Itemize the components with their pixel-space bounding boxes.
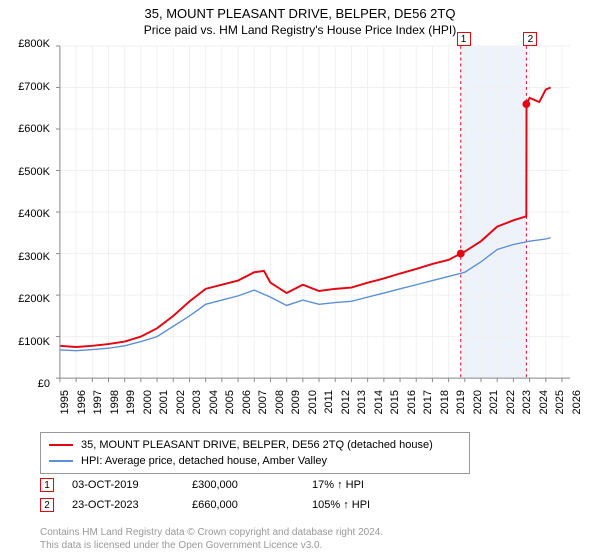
legend-swatch-a xyxy=(49,444,73,446)
y-tick-label: £700K xyxy=(0,81,50,93)
x-tick-label: 1996 xyxy=(76,390,88,430)
chart-legend: 35, MOUNT PLEASANT DRIVE, BELPER, DE56 2… xyxy=(40,432,470,474)
transaction-price: £660,000 xyxy=(192,499,312,511)
y-tick-label: £800K xyxy=(0,38,50,50)
line-chart xyxy=(55,44,575,384)
transaction-date: 23-OCT-2023 xyxy=(72,499,192,511)
transaction-price: £300,000 xyxy=(192,479,312,491)
x-tick-label: 2012 xyxy=(340,390,352,430)
x-tick-label: 2018 xyxy=(439,390,451,430)
chart-subtitle: Price paid vs. HM Land Registry's House … xyxy=(0,21,600,37)
y-tick-label: £300K xyxy=(0,251,50,263)
chart-area: £0£100K£200K£300K£400K£500K£600K£700K£80… xyxy=(55,44,575,384)
transaction-date: 03-OCT-2019 xyxy=(72,479,192,491)
y-tick-label: £200K xyxy=(0,293,50,305)
sale-marker-box: 2 xyxy=(523,32,537,46)
x-tick-label: 2008 xyxy=(274,390,286,430)
x-tick-label: 2002 xyxy=(175,390,187,430)
x-tick-label: 1997 xyxy=(92,390,104,430)
transaction-delta: 17% ↑ HPI xyxy=(312,479,432,491)
footer-line1: Contains HM Land Registry data © Crown c… xyxy=(40,526,383,539)
x-tick-label: 2001 xyxy=(158,390,170,430)
x-tick-label: 2025 xyxy=(554,390,566,430)
footer-attribution: Contains HM Land Registry data © Crown c… xyxy=(40,526,383,552)
x-tick-label: 2023 xyxy=(521,390,533,430)
x-tick-label: 2000 xyxy=(142,390,154,430)
transaction-delta: 105% ↑ HPI xyxy=(312,499,432,511)
y-tick-label: £400K xyxy=(0,208,50,220)
x-tick-label: 2019 xyxy=(455,390,467,430)
x-tick-label: 2009 xyxy=(290,390,302,430)
x-tick-label: 2026 xyxy=(571,390,583,430)
y-tick-label: £0 xyxy=(0,378,50,390)
legend-row-b: HPI: Average price, detached house, Ambe… xyxy=(49,453,461,469)
x-tick-label: 2022 xyxy=(505,390,517,430)
x-tick-label: 2020 xyxy=(472,390,484,430)
transaction-marker-box: 2 xyxy=(40,498,54,512)
x-tick-label: 2015 xyxy=(389,390,401,430)
chart-container: 35, MOUNT PLEASANT DRIVE, BELPER, DE56 2… xyxy=(0,0,600,560)
x-tick-label: 2007 xyxy=(257,390,269,430)
legend-swatch-b xyxy=(49,460,73,462)
x-tick-label: 1999 xyxy=(125,390,137,430)
x-tick-label: 1995 xyxy=(59,390,71,430)
x-tick-label: 2004 xyxy=(208,390,220,430)
x-tick-label: 2011 xyxy=(323,390,335,430)
sale-marker-box: 1 xyxy=(457,32,471,46)
legend-row-a: 35, MOUNT PLEASANT DRIVE, BELPER, DE56 2… xyxy=(49,437,461,453)
legend-label-a: 35, MOUNT PLEASANT DRIVE, BELPER, DE56 2… xyxy=(81,439,433,451)
x-tick-label: 2021 xyxy=(488,390,500,430)
x-tick-label: 1998 xyxy=(109,390,121,430)
x-tick-label: 2010 xyxy=(307,390,319,430)
y-tick-label: £600K xyxy=(0,123,50,135)
x-tick-label: 2016 xyxy=(406,390,418,430)
chart-title: 35, MOUNT PLEASANT DRIVE, BELPER, DE56 2… xyxy=(0,0,600,21)
y-tick-label: £100K xyxy=(0,336,50,348)
footer-line2: This data is licensed under the Open Gov… xyxy=(40,539,383,552)
transaction-marker-box: 1 xyxy=(40,478,54,492)
x-tick-label: 2003 xyxy=(191,390,203,430)
x-tick-label: 2014 xyxy=(373,390,385,430)
y-tick-label: £500K xyxy=(0,166,50,178)
transaction-row: 1 03-OCT-2019£300,00017% ↑ HPI xyxy=(40,478,432,492)
x-tick-label: 2013 xyxy=(356,390,368,430)
transaction-row: 2 23-OCT-2023£660,000105% ↑ HPI xyxy=(40,498,432,512)
x-tick-label: 2024 xyxy=(538,390,550,430)
x-tick-label: 2005 xyxy=(224,390,236,430)
x-tick-label: 2017 xyxy=(422,390,434,430)
x-tick-label: 2006 xyxy=(241,390,253,430)
legend-label-b: HPI: Average price, detached house, Ambe… xyxy=(81,455,327,467)
